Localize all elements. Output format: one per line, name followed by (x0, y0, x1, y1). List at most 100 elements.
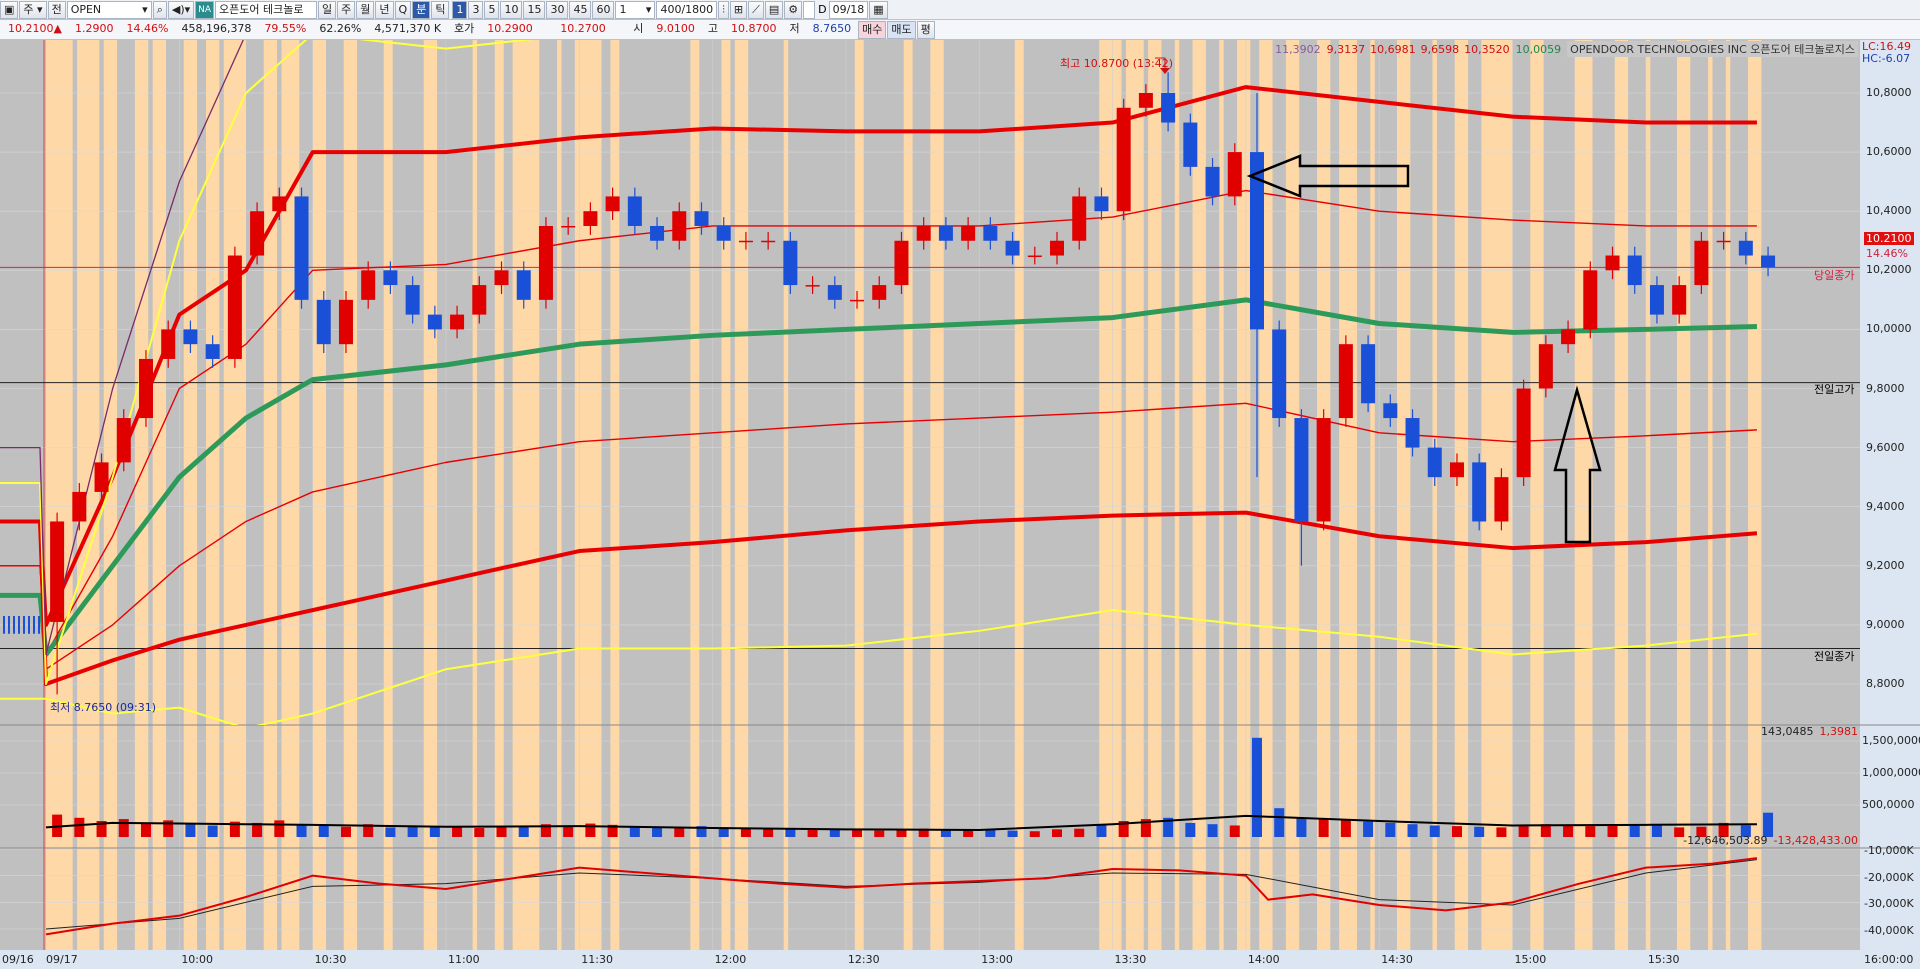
line-tool-icon[interactable]: ⟋ (748, 0, 764, 19)
highlight-band (1014, 40, 1024, 950)
interval-button[interactable]: 10 (500, 0, 523, 19)
indicator-legend-2: -13,428,433.00 (1773, 834, 1858, 847)
speaker-icon[interactable]: ◀)▾ (167, 0, 195, 19)
prev-close-label: 전일종가 (1814, 650, 1855, 663)
low-label: 저 (789, 21, 800, 35)
volume-bar (140, 822, 151, 837)
volume-bar (207, 825, 218, 837)
volume-bar (985, 829, 996, 837)
buy-button[interactable]: 매수 (858, 20, 887, 39)
d-checkbox[interactable] (803, 0, 816, 19)
candle-body (1538, 344, 1553, 389)
interval-button[interactable]: 5 (484, 0, 500, 19)
volume-bar (1474, 826, 1485, 837)
highlight-band (610, 40, 620, 950)
volume-bar (1696, 826, 1707, 837)
candle-body (516, 270, 531, 300)
time-tick-label: 09/16 (2, 953, 34, 966)
interval-button[interactable]: 30 (546, 0, 569, 19)
interval-button[interactable]: 1 (452, 0, 468, 19)
highlight-band (1432, 40, 1437, 950)
volume-bar (363, 824, 374, 837)
highlight-band (383, 40, 393, 950)
candle-body (716, 225, 731, 241)
period-select-value: 주 (23, 2, 34, 16)
candle-body (872, 285, 887, 300)
volume-bar (1251, 737, 1262, 837)
highlight-band (46, 40, 73, 950)
volume-bar (607, 824, 618, 837)
volume-bar (674, 828, 685, 837)
candle-body (1649, 285, 1664, 315)
candle-body (538, 225, 553, 300)
interval-button[interactable]: 15 (523, 0, 546, 19)
price-chart[interactable] (0, 40, 1920, 969)
band-line-thin-red (0, 189, 1757, 656)
calendar-icon[interactable]: ▦ (869, 0, 888, 19)
highlight-band (930, 40, 944, 950)
open-label: 시 (633, 21, 644, 35)
low-annotation: 최저 8.7650 (09:31) (50, 701, 157, 714)
volume-tick-label: 1,000,0000 (1862, 766, 1920, 779)
interval-button[interactable]: 3 (468, 0, 484, 19)
candle-body (1294, 418, 1309, 522)
candle-body (961, 225, 976, 241)
volume-bar (1118, 821, 1129, 837)
highlight-band (1174, 40, 1180, 950)
indicator-pane (45, 857, 1758, 936)
highlight-band (1370, 40, 1375, 950)
time-tick-label: 13:30 (1114, 953, 1147, 966)
tab-timeframe[interactable]: 틱 (431, 0, 450, 19)
avg-button[interactable]: 평 (916, 20, 935, 39)
count-input[interactable]: 400/1800 (656, 0, 718, 19)
candle-body (138, 358, 153, 419)
volume-bar (1207, 824, 1218, 837)
volume-bar (1607, 824, 1618, 837)
date-input[interactable]: 09/18 (828, 0, 869, 19)
candle-body (1094, 196, 1109, 212)
gear-icon[interactable]: ⚙ (784, 0, 803, 19)
highlight-band (1708, 40, 1713, 950)
highlight-band (1192, 40, 1206, 950)
candle-body (116, 418, 131, 463)
price-tick-label: 10,8000 (1866, 86, 1912, 99)
interval-button[interactable]: 60 (592, 0, 615, 19)
interval-select[interactable]: 1 ▾ (615, 0, 656, 19)
price-tick-label: 10,6000 (1866, 145, 1912, 159)
search-icon[interactable]: ⌕ (152, 0, 167, 19)
highlight-band (1645, 40, 1651, 950)
high-marker (1155, 57, 1166, 68)
symbol-badge: NA (195, 0, 215, 19)
candle-body (472, 285, 487, 315)
tab-timeframe[interactable]: 년 (375, 0, 394, 19)
tab-timeframe[interactable]: Q (394, 0, 412, 19)
layout-icon[interactable]: ▣ (0, 0, 19, 19)
volume-bar (1451, 826, 1462, 837)
legend-red-value: 10,3520 (1464, 42, 1510, 56)
prefix-button[interactable]: 전 (47, 0, 66, 19)
time-tick-label: 12:00 (714, 953, 747, 966)
interval-button[interactable]: 45 (569, 0, 592, 19)
tab-timeframe[interactable]: 분 (412, 0, 431, 19)
volume-bar (185, 824, 196, 837)
save-icon[interactable]: ▤ (764, 0, 784, 19)
time-axis-panel (0, 950, 1860, 969)
sell-button[interactable]: 매도 (887, 20, 916, 39)
volume-bar (896, 829, 907, 837)
candle-body (1405, 418, 1420, 448)
volume-bar (1629, 825, 1640, 837)
candle-add-icon[interactable]: ⊞ (729, 0, 748, 19)
symbol-input[interactable]: OPEN ▾ (66, 0, 152, 19)
volume-bar (1229, 825, 1240, 837)
period-select[interactable]: 주 ▾ (19, 0, 47, 19)
time-tick-label: 11:30 (581, 953, 613, 966)
volume-bar (563, 825, 574, 837)
indicator-icon[interactable]: ⫶ (718, 0, 729, 19)
tab-timeframe[interactable]: 월 (356, 0, 375, 19)
indicator-legend-1: -12,646,503.89 (1683, 834, 1768, 847)
volume-bar (1296, 817, 1307, 837)
candle-body (894, 240, 909, 286)
tab-timeframe[interactable]: 주 (337, 0, 356, 19)
highlight-band (1676, 40, 1691, 950)
tab-timeframe[interactable]: 일 (318, 0, 337, 19)
